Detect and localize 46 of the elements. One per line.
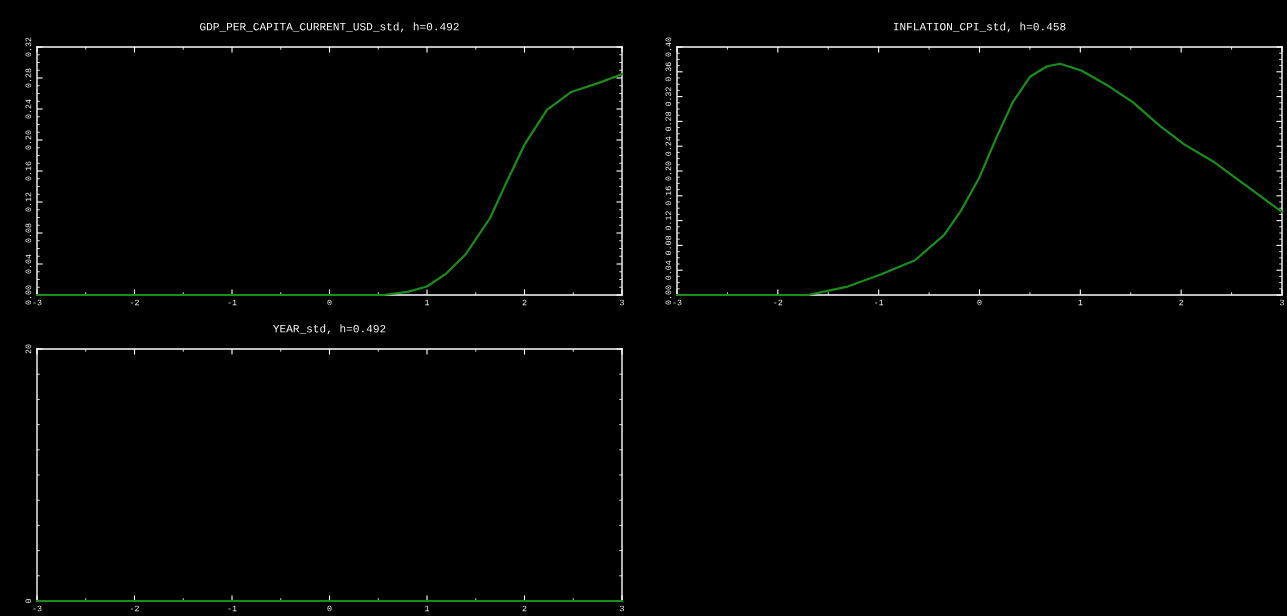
y-tick-label: 0.28 (25, 68, 32, 88)
x-tick-label: 0 (327, 605, 332, 612)
chart-title: INFLATION_CPI_std, h=0.458 (893, 22, 1066, 33)
x-tick-label: -1 (875, 299, 884, 306)
y-tick-label: 0.36 (665, 62, 672, 82)
x-tick-label: -1 (228, 605, 237, 612)
y-tick-label: 0.12 (25, 192, 32, 212)
y-tick-label: 0.04 (665, 260, 672, 280)
x-tick-label: 2 (522, 299, 527, 306)
x-tick-label: 0 (977, 299, 982, 306)
x-tick-label: 2 (1179, 299, 1184, 306)
x-tick-label: 0 (327, 299, 332, 306)
x-tick-label: 2 (522, 605, 527, 612)
chart-title: GDP_PER_CAPITA_CURRENT_USD_std, h=0.492 (200, 22, 459, 33)
x-tick-label: -3 (33, 605, 42, 612)
y-tick-label: 0.00 (665, 285, 672, 305)
x-tick-label: -1 (228, 299, 237, 306)
y-tick-label: 0.24 (665, 136, 672, 156)
chart-title: YEAR_std, h=0.492 (273, 324, 386, 335)
y-tick-label: 0.08 (665, 235, 672, 255)
y-tick-label: 0.00 (25, 285, 32, 305)
y-tick-label: 0.32 (25, 37, 32, 57)
y-tick-label: 0.20 (665, 161, 672, 181)
x-tick-label: 1 (1078, 299, 1083, 306)
x-tick-label: 1 (425, 605, 430, 612)
x-tick-label: 3 (1280, 299, 1284, 306)
y-tick-label: 0.16 (25, 161, 32, 181)
x-tick-label: 1 (425, 299, 430, 306)
y-tick-label: 0.16 (665, 186, 672, 206)
y-tick-label: 0 (25, 599, 32, 603)
y-tick-label: 0.04 (25, 254, 32, 274)
x-tick-label: 3 (620, 299, 624, 306)
x-tick-label: 3 (620, 605, 624, 612)
y-tick-label: 0.28 (665, 111, 672, 131)
y-tick-label: 0.20 (25, 130, 32, 150)
x-tick-label: -3 (33, 299, 42, 306)
x-tick-label: -2 (774, 299, 783, 306)
y-tick-label: 0.12 (665, 211, 672, 231)
x-tick-label: -2 (130, 605, 139, 612)
y-tick-label: 0.32 (665, 87, 672, 107)
y-tick-label: 20 (25, 344, 32, 354)
x-tick-label: -2 (130, 299, 139, 306)
y-tick-label: 0.08 (25, 223, 32, 243)
y-tick-label: 0.24 (25, 99, 32, 119)
y-tick-label: 0.40 (665, 37, 672, 57)
x-tick-label: -3 (673, 299, 682, 306)
